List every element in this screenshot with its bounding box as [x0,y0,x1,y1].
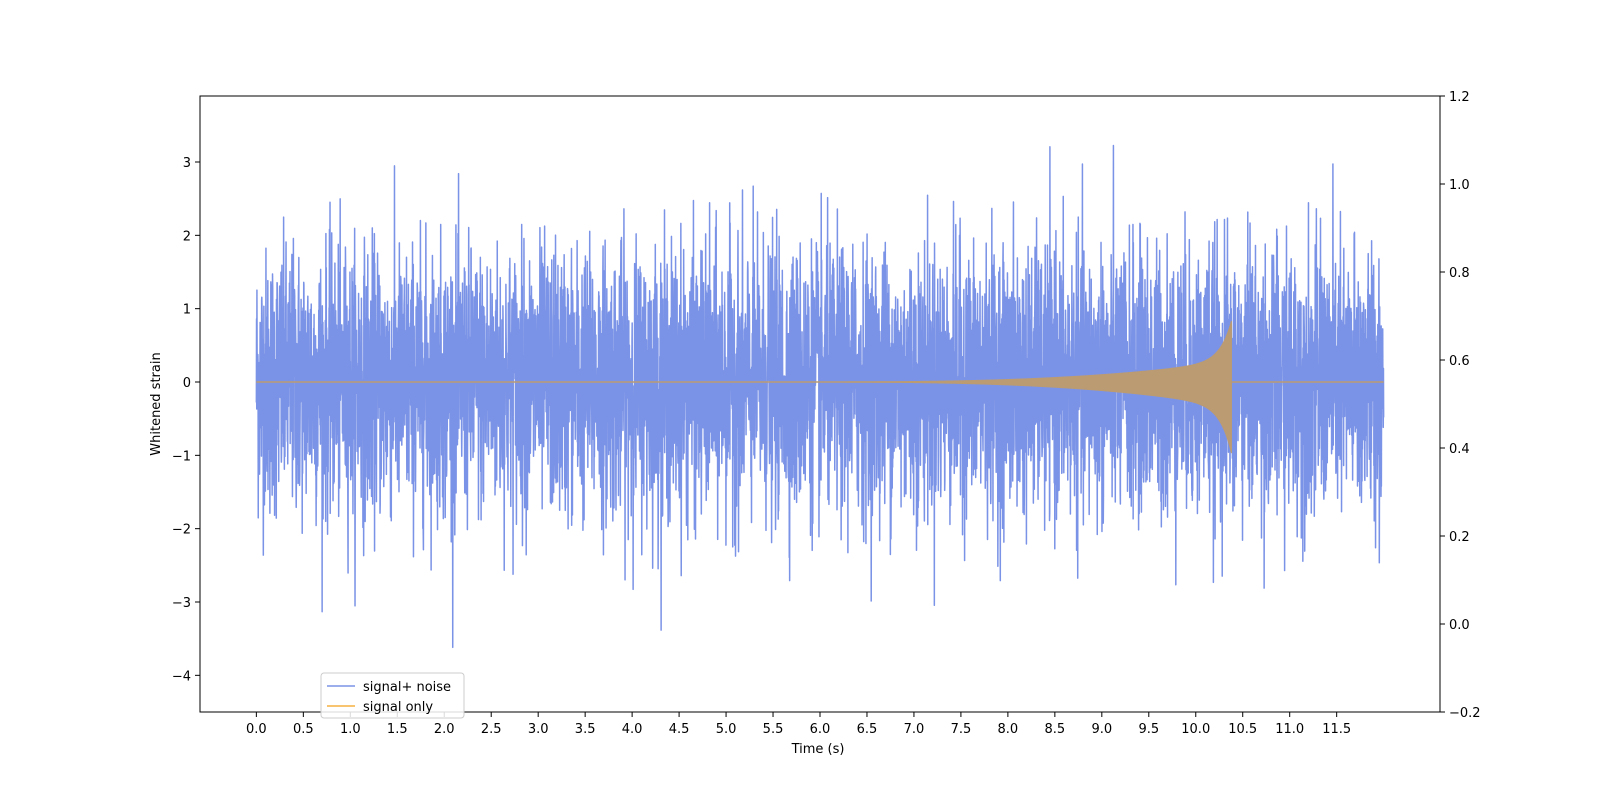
y2-tick-label: 0.8 [1449,266,1470,281]
y2-tick-label: 1.2 [1449,90,1470,105]
x-axis-label: Time (s) [791,742,845,757]
y-axis-left: 3 2 1 0 −1 −2 −3 −4 [172,156,200,684]
x-tick-label: 10.5 [1228,722,1257,737]
legend-box [320,672,465,719]
x-tick-label: 11.0 [1275,722,1304,737]
y-tick-label: −3 [172,596,191,611]
x-tick-label: 4.5 [669,722,690,737]
y-tick-label: 1 [183,303,191,318]
x-tick-label: 6.0 [810,722,831,737]
y2-tick-label: 0.4 [1449,442,1470,457]
y-axis-right: 1.2 1.0 0.8 0.6 0.4 0.2 0.0 −0.2 [1440,90,1481,721]
x-tick-label: 9.0 [1091,722,1112,737]
x-tick-label: 0.5 [293,722,314,737]
x-tick-label: 0.0 [246,722,267,737]
y2-tick-label: 0.6 [1449,354,1470,369]
y-tick-label: 0 [183,376,191,391]
y-tick-label: 2 [183,229,191,244]
x-tick-label: 4.0 [622,722,643,737]
legend: signal+ noise signal only [320,672,465,719]
x-tick-label: 2.5 [481,722,502,737]
x-tick-label: 1.0 [340,722,361,737]
y2-tick-label: 0.0 [1449,618,1470,633]
y2-tick-label: 1.0 [1449,178,1470,193]
x-tick-label: 6.5 [857,722,878,737]
plot-series [255,144,1385,649]
x-tick-label: 5.5 [763,722,784,737]
y-tick-label: −1 [172,449,191,464]
x-tick-label: 9.5 [1138,722,1159,737]
x-tick-label: 7.0 [904,722,925,737]
legend-label-signal-only: signal only [363,700,433,715]
y2-tick-label: 0.2 [1449,530,1470,545]
y-axis-label: Whitened strain [149,352,164,455]
y-tick-label: −4 [172,669,191,684]
y-tick-label: −2 [172,523,191,538]
y-tick-label: 3 [183,156,191,171]
x-tick-label: 1.5 [387,722,408,737]
x-tick-label: 3.0 [528,722,549,737]
x-tick-label: 11.5 [1322,722,1351,737]
x-tick-label: 7.5 [951,722,972,737]
x-tick-label: 3.5 [575,722,596,737]
x-tick-label: 10.0 [1181,722,1210,737]
x-tick-label: 2.0 [434,722,455,737]
x-tick-label: 8.5 [1045,722,1066,737]
x-tick-label: 5.0 [716,722,737,737]
x-axis: 0.0 0.5 1.0 1.5 2.0 2.5 3.0 3.5 4.0 4.5 5.0 5.5 6.0 6… [246,712,1351,737]
y2-tick-label: −0.2 [1449,706,1481,721]
legend-label-signal-noise: signal+ noise [363,680,451,695]
x-tick-label: 8.0 [998,722,1019,737]
